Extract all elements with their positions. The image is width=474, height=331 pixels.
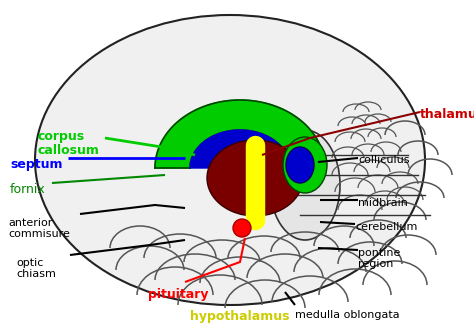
Text: medulla oblongata: medulla oblongata — [295, 310, 400, 320]
Text: hypothalamus: hypothalamus — [190, 310, 290, 323]
Text: fornix: fornix — [10, 183, 46, 196]
Circle shape — [233, 219, 251, 237]
Ellipse shape — [283, 137, 327, 193]
Text: cerebellum: cerebellum — [355, 222, 418, 232]
Ellipse shape — [270, 130, 340, 240]
Polygon shape — [190, 130, 290, 168]
Text: colliculus: colliculus — [358, 155, 410, 165]
Text: corpus
callosum: corpus callosum — [38, 130, 100, 157]
Polygon shape — [155, 100, 325, 168]
Text: midbrain: midbrain — [358, 198, 408, 208]
Text: pontine
region: pontine region — [358, 248, 401, 269]
Ellipse shape — [35, 15, 425, 305]
Ellipse shape — [286, 147, 314, 183]
Text: pituitary: pituitary — [148, 288, 209, 301]
Text: septum: septum — [10, 158, 63, 171]
Text: thalamus: thalamus — [420, 108, 474, 121]
Ellipse shape — [207, 140, 303, 216]
Text: anterior
commisure: anterior commisure — [8, 218, 70, 239]
Text: optic
chiasm: optic chiasm — [16, 258, 56, 279]
